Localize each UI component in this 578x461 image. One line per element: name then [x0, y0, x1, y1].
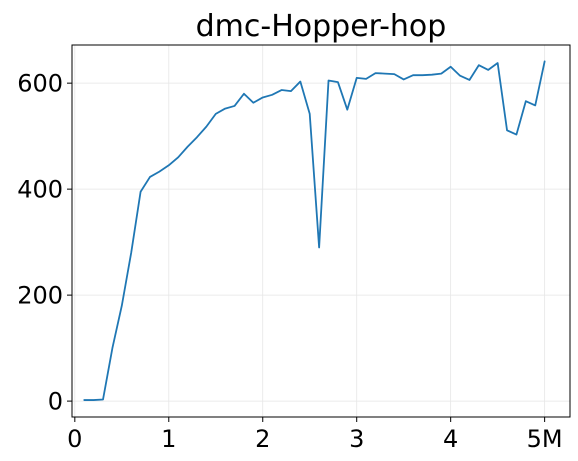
- data-point-0-36: [422, 74, 424, 76]
- data-point-0-35: [412, 74, 414, 76]
- data-point-0-21: [281, 89, 283, 91]
- data-point-0-2: [102, 399, 104, 401]
- data-point-0-30: [365, 78, 367, 80]
- data-point-0-37: [431, 74, 433, 76]
- data-point-0-46: [516, 134, 518, 136]
- x-tick-label-3: 3: [349, 425, 364, 453]
- data-point-0-6: [140, 191, 142, 193]
- data-point-0-9: [168, 164, 170, 166]
- data-point-0-7: [149, 176, 151, 178]
- data-point-0-40: [459, 75, 461, 77]
- data-point-0-5: [130, 252, 132, 254]
- data-point-0-14: [215, 113, 217, 115]
- data-point-0-19: [262, 97, 264, 99]
- data-point-0-23: [299, 81, 301, 83]
- data-point-0-12: [196, 136, 198, 138]
- data-point-0-47: [525, 100, 527, 102]
- data-point-0-22: [290, 90, 292, 92]
- data-point-0-20: [271, 94, 273, 96]
- plot-background: [72, 45, 570, 417]
- x-tick-label-5: 5M: [527, 425, 563, 453]
- data-point-0-31: [375, 72, 377, 74]
- data-point-0-27: [337, 81, 339, 83]
- x-tick-label-0: 0: [67, 425, 82, 453]
- data-point-0-11: [187, 146, 189, 148]
- data-point-0-32: [384, 73, 386, 75]
- data-point-0-34: [403, 79, 405, 81]
- data-point-0-3: [112, 347, 114, 349]
- data-point-0-15: [224, 108, 226, 110]
- data-point-0-45: [506, 129, 508, 131]
- data-point-0-44: [497, 62, 499, 64]
- data-point-0-16: [234, 105, 236, 107]
- data-point-0-8: [158, 171, 160, 173]
- y-tick-label-1: 200: [17, 282, 63, 310]
- x-tick-label-1: 1: [161, 425, 176, 453]
- data-point-0-39: [450, 66, 452, 68]
- data-point-0-42: [478, 64, 480, 66]
- data-point-0-25: [318, 247, 320, 249]
- data-point-0-1: [93, 399, 95, 401]
- x-tick-label-4: 4: [443, 425, 458, 453]
- grid-lines: [72, 45, 570, 417]
- data-point-0-4: [121, 305, 123, 307]
- y-tick-label-3: 600: [17, 70, 63, 98]
- data-point-0-24: [309, 113, 311, 115]
- y-tick-label-2: 400: [17, 176, 63, 204]
- data-point-0-0: [83, 399, 85, 401]
- data-point-0-10: [177, 156, 179, 158]
- data-point-0-43: [487, 69, 489, 71]
- x-tick-label-2: 2: [255, 425, 270, 453]
- data-point-0-26: [328, 80, 330, 82]
- data-point-0-17: [243, 93, 245, 95]
- data-point-0-48: [534, 105, 536, 107]
- data-point-0-18: [252, 102, 254, 104]
- data-point-0-13: [205, 126, 207, 128]
- data-point-0-29: [356, 77, 358, 79]
- series-layer: [83, 60, 546, 401]
- plot-frame: [71, 44, 571, 418]
- data-point-0-38: [440, 73, 442, 75]
- y-tick-label-0: 0: [48, 388, 63, 416]
- data-point-0-28: [346, 109, 348, 111]
- chart-title: dmc-Hopper-hop: [196, 9, 447, 44]
- data-point-0-33: [393, 73, 395, 75]
- series-line-0: [83, 60, 546, 401]
- x-axis-ticks: 0 1 2 3 4 5M: [67, 417, 563, 453]
- data-point-0-41: [469, 79, 471, 81]
- y-axis-ticks: 0 200 400 600: [17, 70, 72, 416]
- data-point-0-49: [544, 61, 546, 63]
